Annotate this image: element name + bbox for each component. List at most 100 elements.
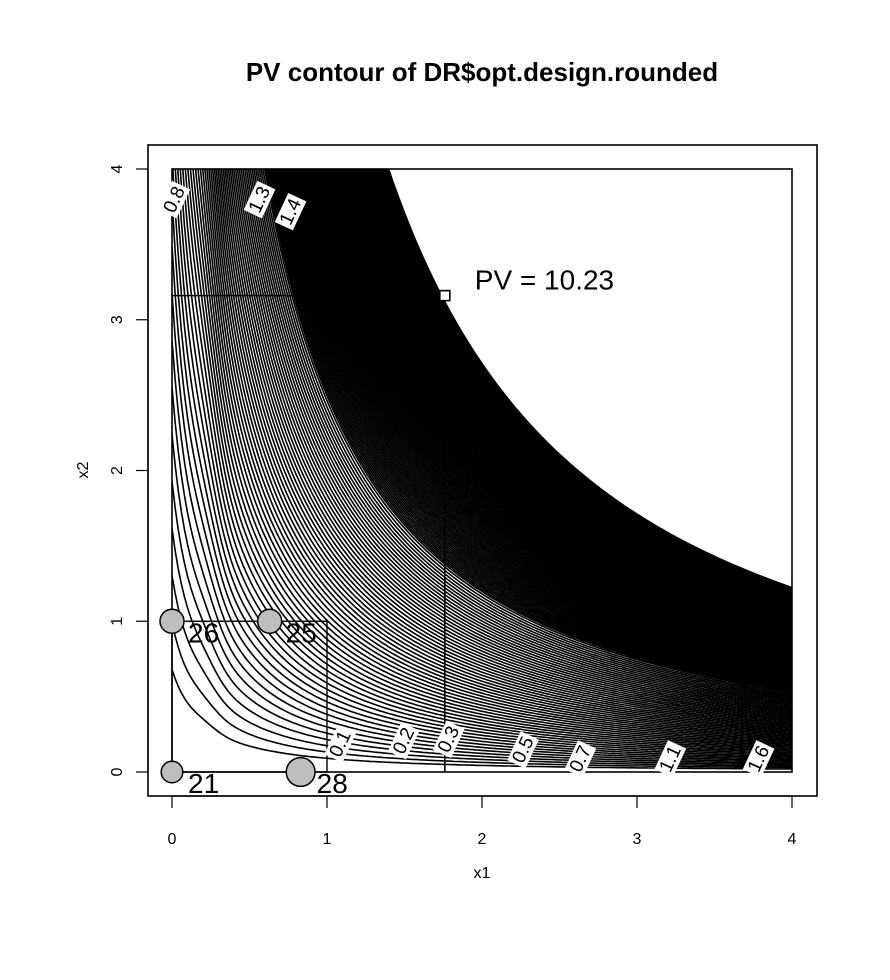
contour-line-dense bbox=[265, 169, 792, 692]
contour-line-dense bbox=[269, 169, 792, 688]
contour-line bbox=[251, 169, 792, 702]
contour-line-dense bbox=[345, 169, 792, 626]
chart-title: PV contour of DR$opt.design.rounded bbox=[246, 57, 718, 87]
contour-line-dense bbox=[355, 169, 792, 617]
contour-line bbox=[184, 169, 792, 749]
design-points: 26 25 21 28 bbox=[159, 608, 348, 799]
contour-line-dense bbox=[294, 169, 792, 668]
contour-line bbox=[172, 669, 792, 770]
design-point-label: 21 bbox=[188, 768, 219, 799]
contour-line-dense bbox=[321, 169, 792, 647]
contour-line-dense bbox=[328, 169, 792, 641]
contour-label-halo bbox=[564, 740, 597, 778]
contour-line bbox=[204, 169, 792, 738]
contour-line bbox=[245, 169, 792, 706]
contour-line-dense bbox=[297, 169, 792, 667]
contour-line-dense bbox=[383, 169, 792, 592]
contour-line-dense bbox=[266, 169, 792, 691]
contour-line-dense bbox=[310, 169, 792, 655]
contour-label-halo bbox=[324, 725, 356, 763]
contour-line-dense bbox=[336, 169, 792, 634]
contour-line-dense bbox=[288, 169, 792, 674]
contour-line bbox=[262, 169, 792, 694]
contour-line bbox=[172, 293, 792, 759]
contour-line-dense bbox=[299, 169, 792, 665]
contour-line-dense bbox=[330, 169, 792, 639]
y-axis-label: x2 bbox=[75, 461, 92, 478]
contour-line-dense bbox=[352, 169, 792, 620]
contour-line bbox=[244, 169, 792, 708]
contour-line-dense bbox=[284, 169, 792, 677]
contour-line-dense bbox=[341, 169, 792, 629]
contour-line bbox=[231, 169, 792, 717]
contour-line bbox=[192, 169, 792, 744]
contour-line-dense bbox=[285, 169, 792, 676]
contour-line bbox=[225, 169, 792, 721]
contour-line bbox=[172, 622, 792, 769]
contour-line-dense bbox=[380, 169, 792, 596]
contour-line-dense bbox=[300, 169, 792, 664]
contour-line bbox=[189, 169, 792, 746]
contour-line-dense bbox=[359, 169, 792, 614]
contour-line-dense bbox=[349, 169, 792, 623]
contour-line-dense bbox=[371, 169, 792, 604]
contour-line-dense bbox=[268, 169, 792, 689]
y-tick-label: 2 bbox=[109, 466, 126, 475]
contour-line-dense bbox=[338, 169, 792, 632]
contour-line-dense bbox=[293, 169, 792, 669]
contour-line bbox=[238, 169, 792, 712]
contour-line-dense bbox=[287, 169, 792, 674]
contour-line-dense bbox=[278, 169, 792, 681]
contour-line-dense bbox=[305, 169, 792, 660]
design-point bbox=[285, 756, 316, 788]
contour-line bbox=[172, 199, 792, 757]
contour-line bbox=[215, 169, 792, 730]
contour-line-dense bbox=[370, 169, 792, 604]
contour-line-dense bbox=[277, 169, 792, 682]
contour-line-dense bbox=[317, 169, 792, 650]
contour-line-dense bbox=[373, 169, 792, 602]
contour-line bbox=[172, 528, 792, 766]
x-tick-label: 4 bbox=[788, 831, 797, 848]
contour-label-halo bbox=[742, 740, 775, 778]
contour-line-dense bbox=[279, 169, 792, 680]
contour-label-halo bbox=[274, 192, 307, 231]
contour-line-dense bbox=[315, 169, 792, 652]
contour-line bbox=[217, 169, 792, 728]
contour-line-dense bbox=[275, 169, 792, 684]
contour-line bbox=[172, 169, 792, 755]
contour-line-dense bbox=[376, 169, 792, 599]
contour-line bbox=[232, 169, 792, 716]
contour-line-dense bbox=[281, 169, 792, 679]
contour-line-dense bbox=[308, 169, 792, 657]
contour-line-dense bbox=[329, 169, 792, 640]
contour-line-dense bbox=[347, 169, 792, 624]
contour-line-dense bbox=[335, 169, 792, 635]
contour-line-dense bbox=[344, 169, 792, 627]
contour-line bbox=[172, 340, 792, 761]
contour-line bbox=[224, 169, 792, 723]
contour-line bbox=[260, 169, 792, 696]
contour-line bbox=[256, 169, 792, 698]
contour-line bbox=[254, 169, 792, 700]
x-tick-label: 0 bbox=[168, 831, 177, 848]
contour-line-dense bbox=[298, 169, 792, 666]
contour-line-dense bbox=[292, 169, 792, 670]
contour-line-dense bbox=[381, 169, 792, 595]
contour-line-dense bbox=[320, 169, 792, 648]
contour-label-halo bbox=[654, 740, 687, 778]
contour-line bbox=[197, 169, 792, 742]
contour-line bbox=[199, 169, 792, 740]
contour-line-dense bbox=[289, 169, 792, 673]
contour-line-dense bbox=[348, 169, 792, 623]
x-axis: 0 1 2 3 4 x1 bbox=[168, 795, 797, 882]
contour-line-dense bbox=[358, 169, 792, 615]
contour-label-halo bbox=[387, 722, 420, 760]
contour-line-dense bbox=[379, 169, 792, 597]
x-tick-label: 1 bbox=[323, 831, 332, 848]
contour-line-dense bbox=[301, 169, 792, 663]
contour-label: 0.1 bbox=[324, 725, 356, 763]
max-pv-marker bbox=[438, 289, 451, 302]
contour-line-dense bbox=[364, 169, 792, 610]
